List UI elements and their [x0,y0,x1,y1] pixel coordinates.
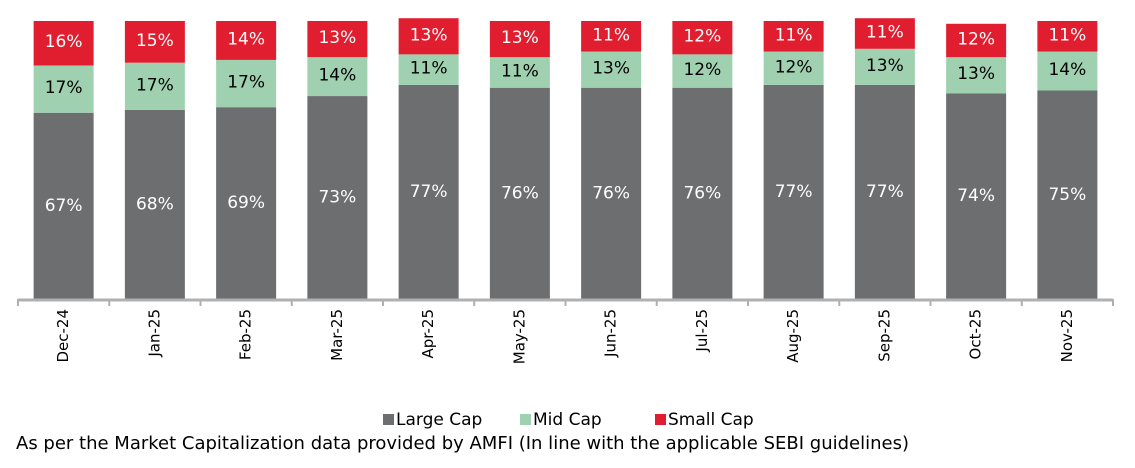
data-label: 75% [1048,185,1086,205]
bar-small-cap [672,21,733,55]
data-label: 12% [957,29,995,49]
bar-small-cap [124,21,185,63]
bar-small-cap [216,21,277,60]
legend-swatch-mid-cap [520,414,531,425]
x-tick-label: Jan-25 [145,309,163,358]
data-label: 15% [136,31,174,51]
x-tick-label: Nov-25 [1058,309,1076,362]
x-tick-label: Jun-25 [602,309,620,358]
bar-small-cap [33,21,94,66]
data-label: 77% [866,182,904,202]
data-label: 11% [866,23,904,43]
bar-large-cap [398,84,459,299]
bar-large-cap [581,87,642,299]
data-label: 74% [957,186,995,206]
data-label: 76% [501,183,539,203]
bar-mid-cap [763,51,824,85]
bar-large-cap [33,112,94,300]
data-label: 77% [775,182,813,202]
bar-mid-cap [398,54,459,85]
data-label: 11% [592,25,630,45]
bar-small-cap [1037,21,1098,52]
data-label: 14% [227,29,265,49]
data-label: 11% [410,59,448,79]
data-label: 12% [683,27,721,47]
data-label: 76% [592,183,630,203]
bar-large-cap [216,107,277,300]
bar-large-cap [854,84,915,299]
x-tick-label: Feb-25 [237,309,255,360]
data-label: 17% [136,75,174,95]
data-label: 68% [136,194,174,214]
bar-large-cap [946,93,1007,299]
bar-small-cap [763,21,824,52]
data-label: 11% [775,25,813,45]
legend-label: Small Cap [668,410,754,430]
bar-mid-cap [854,48,915,85]
data-label: 12% [775,57,813,77]
data-label: 11% [1048,25,1086,45]
x-tick-label: Dec-24 [54,309,72,363]
data-label: 77% [410,182,448,202]
data-label: 76% [683,183,721,203]
legend-swatch-large-cap [383,414,394,425]
bar-large-cap [672,87,733,299]
footnote: As per the Market Capitalization data pr… [16,433,909,454]
legend-label: Mid Cap [533,410,602,430]
bar-small-cap [946,23,1007,58]
data-label: 13% [592,59,630,79]
data-label: 69% [227,193,265,213]
data-label: 13% [318,28,356,48]
data-label: 11% [501,61,539,81]
data-label: 13% [957,64,995,84]
bar-large-cap [307,96,368,299]
x-tick-label: Sep-25 [875,309,893,362]
x-tick-label: Oct-25 [967,309,985,359]
data-label: 13% [501,28,539,48]
data-label: 13% [866,56,904,76]
bar-mid-cap [216,59,277,108]
bar-small-cap [398,18,459,55]
bar-small-cap [307,21,368,58]
bar-mid-cap [489,57,550,88]
data-label: 13% [410,25,448,45]
data-label: 67% [45,196,83,216]
data-label: 12% [683,60,721,80]
data-label: 14% [318,66,356,86]
bar-mid-cap [1037,51,1098,91]
x-tick-label: Aug-25 [784,309,802,363]
data-label: 16% [45,32,83,52]
x-tick-label: Jul-25 [693,309,711,353]
bar-mid-cap [307,57,368,97]
bar-mid-cap [946,57,1007,94]
bar-mid-cap [33,65,94,113]
data-label: 14% [1048,60,1086,80]
data-label: 17% [45,78,83,98]
bar-large-cap [1037,90,1098,299]
bar-small-cap [854,18,915,49]
x-tick-label: Mar-25 [328,309,346,361]
bar-mid-cap [672,54,733,88]
data-label: 17% [227,73,265,93]
bar-mid-cap [124,62,185,110]
bar-large-cap [489,87,550,299]
data-label: 73% [318,188,356,208]
x-tick-label: Apr-25 [419,309,437,359]
legend-swatch-small-cap [655,414,666,425]
bar-small-cap [581,21,642,52]
x-tick-label: May-25 [510,309,528,364]
bar-small-cap [489,21,550,58]
legend-label: Large Cap [396,410,482,430]
bar-large-cap [124,109,185,300]
bar-large-cap [763,84,824,299]
bar-mid-cap [581,51,642,88]
